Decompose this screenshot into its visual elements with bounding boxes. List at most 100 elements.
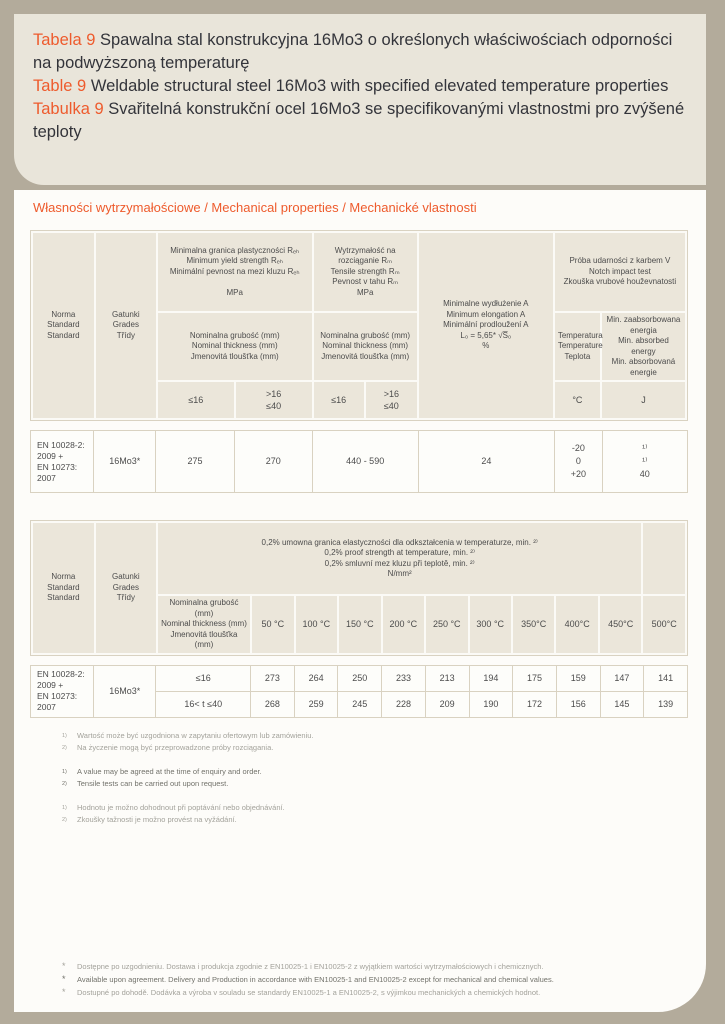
cell-value: 194 bbox=[468, 664, 514, 692]
cell-standard: EN 10028-2: 2009 + EN 10273: 2007 bbox=[29, 430, 95, 493]
table2-header: Norma Standard Standard Gatunki Grades T… bbox=[31, 521, 687, 655]
col-header-temp-300: 300 °C bbox=[467, 594, 513, 655]
col-header-temp-unit: °C bbox=[552, 380, 602, 420]
footnote-text: Hodnotu je možno dohodnout při poptávání… bbox=[77, 802, 285, 812]
cell-value: 259 bbox=[293, 690, 339, 718]
table1-data: EN 10028-2: 2009 + EN 10273: 2007 16Mo3*… bbox=[29, 430, 689, 493]
col-header-temp-250: 250 °C bbox=[424, 594, 470, 655]
cell-value: 213 bbox=[424, 664, 470, 692]
cell-value: 147 bbox=[599, 664, 645, 692]
col-header-temp-150: 150 °C bbox=[337, 594, 383, 655]
footer-note: * Dostępne po uzgodnieniu. Dostawa i pro… bbox=[47, 960, 677, 973]
content-panel: Własności wytrzymałościowe / Mechanical … bbox=[14, 190, 706, 1012]
footnote-text: Na życzenie mogą być przeprowadzone prób… bbox=[77, 742, 274, 752]
asterisk-marker: * bbox=[62, 961, 66, 971]
footer-note: * Available upon agreement. Delivery and… bbox=[47, 973, 677, 986]
footnote-text: Tensile tests can be carried out upon re… bbox=[77, 778, 229, 788]
cell-value: 228 bbox=[381, 690, 426, 718]
footnote-group-cz: 1) Hodnotu je možno dohodnout při poptáv… bbox=[47, 802, 706, 826]
footnote: 2) Zkoušky tažnosti je možno provést na … bbox=[47, 814, 706, 826]
table-number-label-en: Table 9 bbox=[33, 77, 87, 95]
table1-header-block: Norma Standard Standard Gatunki Grades T… bbox=[30, 230, 688, 421]
footnote-marker: 1) bbox=[62, 768, 67, 775]
cell-value: 273 bbox=[250, 664, 295, 692]
col-header-standard: Norma Standard Standard bbox=[31, 521, 96, 655]
cell-value: 172 bbox=[512, 690, 557, 718]
cell-value: 139 bbox=[643, 690, 688, 718]
col-header-thickness-tensile: Nominalna grubość (mm) Nominal thickness… bbox=[311, 311, 419, 382]
title-text-en: Weldable structural steel 16Mo3 with spe… bbox=[90, 77, 669, 95]
cell-grade: 16Mo3* bbox=[93, 664, 157, 718]
mechanical-properties-table: Norma Standard Standard Gatunki Grades T… bbox=[29, 230, 689, 493]
col-header-temp-400: 400°C bbox=[554, 594, 600, 655]
asterisk-marker: * bbox=[62, 974, 66, 984]
col-header-yield-le16: ≤16 bbox=[155, 380, 236, 420]
col-header-yield-gt16: >16 ≤40 bbox=[233, 380, 314, 420]
table-row: 16< t ≤40 268 259 245 228 209 190 172 15… bbox=[31, 690, 688, 718]
cell-standard: EN 10028-2: 2009 + EN 10273: 2007 bbox=[29, 664, 95, 718]
proof-strength-table: Norma Standard Standard Gatunki Grades T… bbox=[29, 520, 688, 718]
col-header-temp-100: 100 °C bbox=[293, 594, 340, 655]
table2-data-block: EN 10028-2: 2009 + EN 10273: 2007 16Mo3*… bbox=[29, 664, 688, 718]
cell-value: 156 bbox=[555, 690, 601, 718]
col-header-elongation: Minimalne wydłużenie A Minimum elongatio… bbox=[416, 231, 555, 420]
cell-energies: ¹⁾ ¹⁾ 40 bbox=[601, 430, 689, 493]
footnote: 2) Na życzenie mogą być przeprowadzone p… bbox=[47, 742, 706, 754]
cell-yield-le16: 275 bbox=[155, 430, 235, 493]
footnote: 1) Wartość może być uzgodniona w zapytan… bbox=[47, 730, 706, 742]
col-header-tensile-gt16: >16 ≤40 bbox=[363, 380, 419, 420]
col-header-tensile-strength: Wytrzymałość na rozciąganie Rₘ Tensile s… bbox=[311, 231, 419, 313]
cell-value: 209 bbox=[424, 690, 470, 718]
cell-thickness: 16< t ≤40 bbox=[155, 690, 252, 718]
cell-value: 264 bbox=[293, 664, 339, 692]
col-header-min-energy: Min. zaabsorbowana energia Min. absorbed… bbox=[599, 311, 688, 382]
col-header-thickness-yield: Nominalna grubość (mm) Nominal thickness… bbox=[155, 311, 314, 382]
cell-value: 145 bbox=[599, 690, 645, 718]
table-row: EN 10028-2: 2009 + EN 10273: 2007 16Mo3*… bbox=[29, 430, 689, 493]
cell-value: 141 bbox=[643, 664, 688, 692]
table-row: EN 10028-2: 2009 + EN 10273: 2007 16Mo3*… bbox=[29, 664, 688, 718]
table-number-label-cz: Tabulka 9 bbox=[33, 100, 104, 118]
cell-value: 233 bbox=[381, 664, 426, 692]
col-header-temp-200: 200 °C bbox=[380, 594, 427, 655]
col-header-yield-strength: Minimalna granica plastyczności Rₑₕ Mini… bbox=[155, 231, 314, 313]
col-header-500-spacer bbox=[641, 521, 687, 596]
table2-header-block: Norma Standard Standard Gatunki Grades T… bbox=[30, 520, 688, 656]
table1-data-block: EN 10028-2: 2009 + EN 10273: 2007 16Mo3*… bbox=[29, 430, 689, 493]
col-header-tensile-le16: ≤16 bbox=[311, 380, 366, 420]
col-header-temp-500: 500°C bbox=[641, 594, 687, 655]
footnotes: 1) Wartość może być uzgodniona w zapytan… bbox=[47, 730, 706, 826]
footnote-group-en: 1) A value may be agreed at the time of … bbox=[47, 766, 706, 790]
footer-note-text: Dostępne po uzgodnieniu. Dostawa i produ… bbox=[77, 962, 544, 971]
footnote-text: Zkoušky tažnosti je možno provést na vyž… bbox=[77, 814, 237, 824]
footnote: 1) Hodnotu je možno dohodnout při poptáv… bbox=[47, 802, 706, 814]
footnote-marker: 1) bbox=[62, 732, 67, 739]
cell-value: 268 bbox=[250, 690, 295, 718]
footnote-marker: 2) bbox=[62, 744, 67, 751]
footnote-group-pl: 1) Wartość może być uzgodniona w zapytan… bbox=[47, 730, 706, 754]
section-heading: Własności wytrzymałościowe / Mechanical … bbox=[33, 200, 477, 215]
footnote-marker: 1) bbox=[62, 804, 67, 811]
col-header-temp-50: 50 °C bbox=[250, 594, 296, 655]
cell-value: 250 bbox=[337, 664, 383, 692]
col-header-proof-strength: 0,2% umowna granica elastyczności dla od… bbox=[155, 521, 644, 596]
col-header-temperature: Temperatura Temperature Teplota bbox=[552, 311, 603, 382]
col-header-temp-350: 350°C bbox=[510, 594, 557, 655]
cell-value: 245 bbox=[337, 690, 383, 718]
col-header-grades: Gatunki Grades Třídy bbox=[93, 521, 158, 655]
col-header-thickness: Nominalna grubość (mm) Nominal thickness… bbox=[155, 594, 253, 655]
footer-note-text: Available upon agreement. Delivery and P… bbox=[77, 975, 554, 984]
document-title: Tabela 9 Spawalna stal konstrukcyjna 16M… bbox=[33, 29, 687, 144]
col-header-grades: Gatunki Grades Třídy bbox=[93, 231, 158, 420]
title-panel: Tabela 9 Spawalna stal konstrukcyjna 16M… bbox=[14, 14, 706, 185]
title-text-cz: Svařitelná konstrukční ocel 16Mo3 se spe… bbox=[33, 100, 685, 141]
table2-data: EN 10028-2: 2009 + EN 10273: 2007 16Mo3*… bbox=[29, 664, 688, 718]
cell-value: 190 bbox=[468, 690, 514, 718]
footnote-marker: 2) bbox=[62, 816, 67, 823]
footnote-text: A value may be agreed at the time of enq… bbox=[77, 766, 262, 776]
col-header-standard: Norma Standard Standard bbox=[31, 231, 96, 420]
cell-elongation: 24 bbox=[417, 430, 556, 493]
col-header-energy-unit: J bbox=[599, 380, 688, 420]
cell-yield-gt16: 270 bbox=[233, 430, 313, 493]
